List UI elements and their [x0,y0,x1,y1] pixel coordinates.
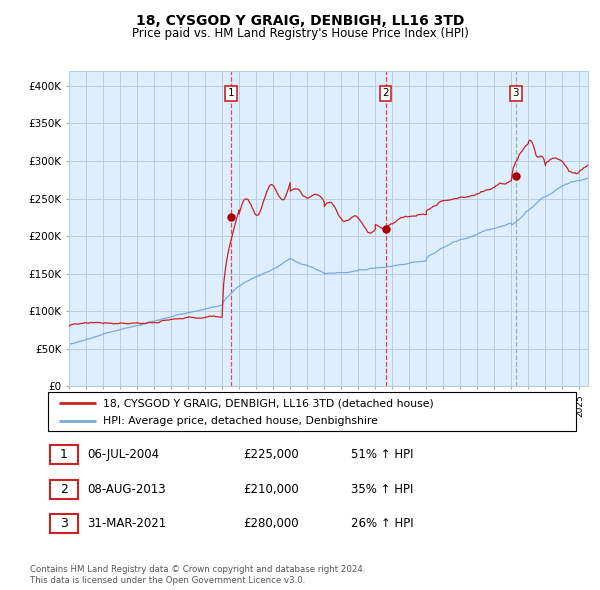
Text: 35% ↑ HPI: 35% ↑ HPI [351,483,413,496]
FancyBboxPatch shape [50,445,77,464]
Text: 1: 1 [227,88,234,99]
Text: Price paid vs. HM Land Registry's House Price Index (HPI): Price paid vs. HM Land Registry's House … [131,27,469,40]
Text: HPI: Average price, detached house, Denbighshire: HPI: Average price, detached house, Denb… [103,416,379,426]
FancyBboxPatch shape [50,480,77,499]
Text: 31-MAR-2021: 31-MAR-2021 [87,517,166,530]
Text: 51% ↑ HPI: 51% ↑ HPI [351,448,413,461]
Text: 18, CYSGOD Y GRAIG, DENBIGH, LL16 3TD: 18, CYSGOD Y GRAIG, DENBIGH, LL16 3TD [136,14,464,28]
Text: 3: 3 [59,517,68,530]
Text: £280,000: £280,000 [243,517,299,530]
Text: 26% ↑ HPI: 26% ↑ HPI [351,517,413,530]
Text: 06-JUL-2004: 06-JUL-2004 [87,448,159,461]
Text: 08-AUG-2013: 08-AUG-2013 [87,483,166,496]
Text: 3: 3 [512,88,519,99]
FancyBboxPatch shape [50,514,77,533]
Text: 2: 2 [382,88,389,99]
Text: 18, CYSGOD Y GRAIG, DENBIGH, LL16 3TD (detached house): 18, CYSGOD Y GRAIG, DENBIGH, LL16 3TD (d… [103,398,434,408]
Text: 2: 2 [59,483,68,496]
Text: £210,000: £210,000 [243,483,299,496]
Text: This data is licensed under the Open Government Licence v3.0.: This data is licensed under the Open Gov… [30,576,305,585]
Text: 1: 1 [59,448,68,461]
FancyBboxPatch shape [48,392,576,431]
Text: Contains HM Land Registry data © Crown copyright and database right 2024.: Contains HM Land Registry data © Crown c… [30,565,365,574]
Text: £225,000: £225,000 [243,448,299,461]
